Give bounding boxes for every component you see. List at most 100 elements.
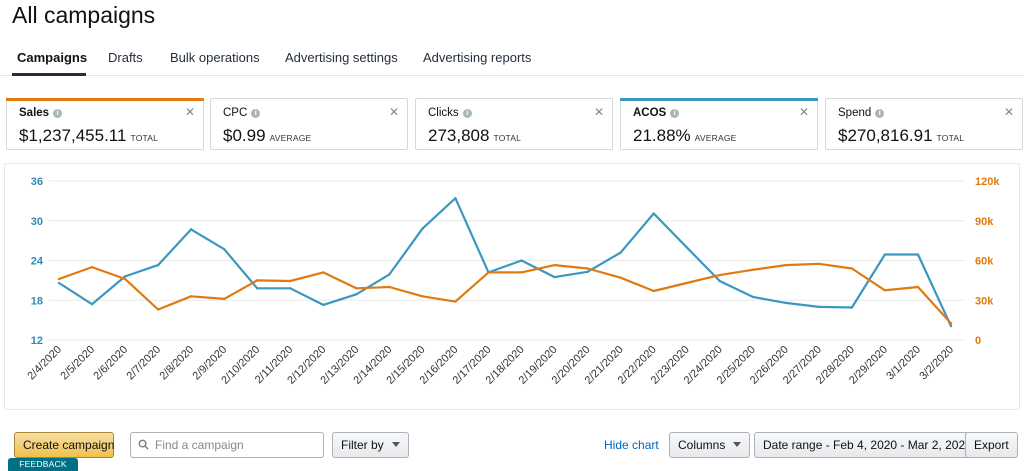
- data-point-sales: [487, 271, 490, 274]
- x-tick-label: 2/8/2020: [158, 344, 197, 383]
- metric-card-clicks[interactable]: Clicks i ✕ 273,808 TOTAL: [415, 98, 613, 150]
- performance-chart: 36 120k 30 90k 24 60k 18 30k 12 0 2/4/2020 2/5/2020…: [4, 163, 1020, 410]
- campaign-toolbar: Create campaign Filter by Hide chart Col…: [0, 432, 1024, 462]
- search-input[interactable]: [155, 436, 319, 454]
- data-point-sales: [652, 289, 655, 293]
- data-point-acos: [619, 251, 622, 254]
- data-point-acos: [652, 212, 655, 215]
- tab-bulk-operations[interactable]: Bulk operations: [170, 50, 260, 65]
- data-point-sales: [322, 271, 325, 274]
- data-point-sales: [817, 262, 821, 266]
- hide-chart-link[interactable]: Hide chart: [604, 438, 659, 452]
- y-left-tick-label: 12: [31, 335, 43, 347]
- data-point-acos: [784, 301, 788, 305]
- metric-card-sales[interactable]: Sales i ✕ $1,237,455.11 TOTAL: [6, 98, 204, 150]
- series-line-acos: [58, 197, 952, 327]
- tab-advertising-settings[interactable]: Advertising settings: [285, 50, 398, 65]
- chevron-down-icon: [391, 442, 400, 447]
- data-point-acos: [454, 197, 457, 200]
- x-tick-label: 3/1/2020: [884, 344, 923, 383]
- close-icon[interactable]: ✕: [593, 105, 604, 119]
- y-right-tick-label: 30k: [975, 295, 994, 307]
- data-point-acos: [90, 303, 94, 306]
- create-campaign-button[interactable]: Create campaign: [14, 432, 114, 458]
- y-left-tick-label: 24: [31, 256, 44, 268]
- metric-card-acos[interactable]: ACOS i ✕ 21.88% AVERAGE: [620, 98, 818, 150]
- data-point-sales: [784, 263, 788, 267]
- data-point-sales: [421, 295, 424, 298]
- metric-value: 273,808 TOTAL: [428, 126, 522, 145]
- info-icon[interactable]: i: [462, 109, 472, 118]
- data-point-acos: [421, 227, 424, 230]
- x-tick-label: 3/2/2020: [917, 344, 956, 383]
- data-point-sales: [751, 268, 754, 271]
- metric-card-spend[interactable]: Spend i ✕ $270,816.91 TOTAL: [825, 98, 1023, 150]
- metric-label: ACOS i: [633, 107, 680, 119]
- data-point-acos: [949, 324, 953, 328]
- data-point-acos: [289, 287, 292, 290]
- data-point-sales: [586, 267, 589, 270]
- tab-advertising-reports[interactable]: Advertising reports: [423, 50, 532, 65]
- metric-selected-bar: [6, 98, 204, 101]
- x-tick-label: 2/5/2020: [58, 344, 97, 383]
- data-point-acos: [751, 295, 754, 299]
- date-range-button[interactable]: Date range - Feb 4, 2020 - Mar 2, 2020: [754, 432, 981, 458]
- data-point-sales: [289, 279, 292, 283]
- info-icon[interactable]: i: [670, 109, 680, 118]
- data-point-sales: [256, 279, 259, 282]
- data-point-sales: [355, 287, 358, 290]
- tab-drafts[interactable]: Drafts: [108, 50, 143, 65]
- columns-label: Columns: [678, 438, 726, 452]
- series-line-sales: [58, 262, 952, 325]
- data-point-acos: [520, 259, 523, 262]
- data-point-sales: [520, 271, 523, 274]
- close-icon[interactable]: ✕: [798, 105, 809, 119]
- close-icon[interactable]: ✕: [184, 105, 195, 119]
- metric-value: $1,237,455.11 TOTAL: [19, 126, 159, 145]
- y-left-tick-label: 18: [31, 295, 43, 307]
- metric-selected-bar: [620, 98, 818, 101]
- info-icon[interactable]: i: [251, 109, 261, 118]
- tab-bar: Campaigns Drafts Bulk operations Adverti…: [0, 44, 1024, 76]
- info-icon[interactable]: i: [53, 109, 63, 118]
- data-point-sales: [388, 285, 391, 289]
- data-point-acos: [355, 293, 358, 296]
- active-tab-indicator: [12, 73, 86, 76]
- data-point-acos: [685, 246, 688, 249]
- data-point-sales: [718, 273, 721, 277]
- tab-campaigns[interactable]: Campaigns: [17, 50, 88, 65]
- data-point-sales: [850, 267, 854, 270]
- metric-label: CPC i: [223, 107, 261, 119]
- metric-value: $270,816.91 TOTAL: [838, 126, 965, 145]
- export-button[interactable]: Export: [965, 432, 1018, 458]
- columns-dropdown[interactable]: Columns: [669, 432, 751, 458]
- data-point-acos: [718, 279, 721, 283]
- metric-label: Clicks i: [428, 107, 472, 119]
- data-point-sales: [454, 300, 457, 303]
- metric-label: Sales i: [19, 107, 63, 119]
- data-point-acos: [189, 228, 193, 231]
- metric-cards: Sales i ✕ $1,237,455.11 TOTAL CPC i ✕ $0.99…: [6, 98, 1023, 150]
- data-point-acos: [322, 303, 325, 307]
- data-point-acos: [123, 275, 127, 278]
- data-point-sales: [949, 322, 953, 325]
- data-point-sales: [57, 277, 61, 281]
- data-point-acos: [586, 270, 589, 273]
- metric-card-cpc[interactable]: CPC i ✕ $0.99 AVERAGE: [210, 98, 408, 150]
- data-point-acos: [817, 305, 821, 309]
- close-icon[interactable]: ✕: [1003, 105, 1014, 119]
- info-icon[interactable]: i: [875, 109, 885, 118]
- data-point-acos: [222, 248, 226, 251]
- close-icon[interactable]: ✕: [388, 105, 399, 119]
- data-point-acos: [553, 275, 556, 279]
- y-right-tick-label: 120k: [975, 176, 1000, 188]
- data-point-acos: [388, 273, 391, 276]
- x-tick-label: 2/6/2020: [91, 344, 130, 383]
- feedback-tab[interactable]: FEEDBACK: [8, 458, 78, 471]
- filter-by-dropdown[interactable]: Filter by: [332, 432, 409, 458]
- metric-label: Spend i: [838, 107, 885, 119]
- metric-value: $0.99 AVERAGE: [223, 126, 312, 145]
- search-icon: [138, 439, 149, 450]
- y-left-tick-label: 30: [31, 216, 43, 228]
- filter-by-label: Filter by: [341, 438, 384, 452]
